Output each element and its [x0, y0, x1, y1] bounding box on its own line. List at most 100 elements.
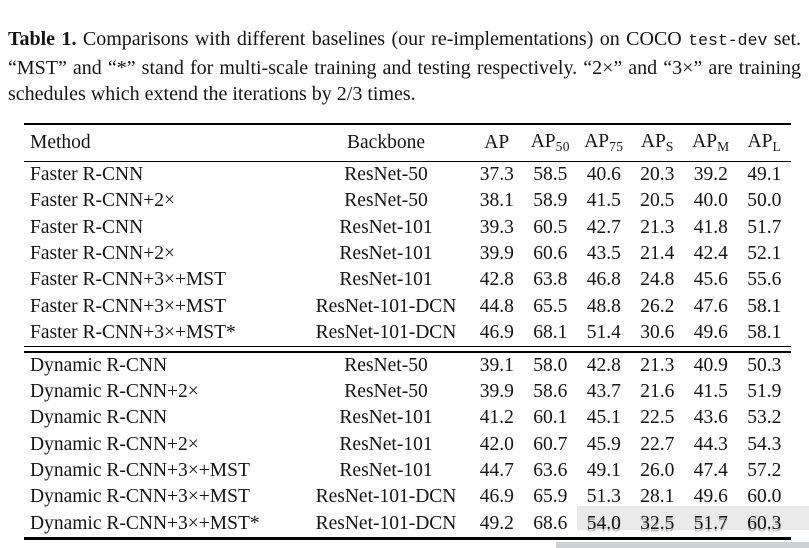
backbone-cell: ResNet-101-DCN — [315, 512, 457, 534]
metric-cell: 32.5 — [640, 512, 675, 534]
column-header-ap75: AP75 — [584, 131, 624, 154]
metric-cell: 53.2 — [747, 407, 782, 429]
metric-cell: 41.5 — [693, 381, 728, 403]
table-header-row: Method Backbone AP AP50 AP75 APS APM APL — [24, 125, 791, 161]
metric-cell: 60.6 — [533, 243, 568, 265]
backbone-cell: ResNet-50 — [344, 381, 428, 403]
metric-cell: 21.4 — [640, 243, 675, 265]
metric-cell: 49.1 — [586, 459, 621, 481]
backbone-cell: ResNet-101 — [339, 269, 433, 291]
metric-cell: 24.8 — [640, 269, 675, 291]
metric-cell: 43.6 — [693, 407, 728, 429]
metric-cell: 60.5 — [533, 216, 568, 238]
caption-testdev-code: test-dev — [688, 31, 768, 50]
metric-cell: 21.6 — [640, 381, 675, 403]
table-row: Faster R-CNN+2× ResNet-50 38.1 58.9 41.5 20.5… — [24, 188, 791, 214]
metric-cell: 45.9 — [586, 433, 621, 455]
table-caption: Table 1. Comparisons with different base… — [8, 26, 801, 108]
metric-cell: 45.6 — [693, 269, 728, 291]
method-cell: Faster R-CNN+2× — [30, 243, 175, 265]
method-cell: Faster R-CNN+3×+MST* — [30, 321, 236, 343]
table-header-rule — [24, 161, 791, 162]
metric-cell: 58.1 — [747, 295, 782, 317]
column-header-backbone: Backbone — [347, 132, 425, 153]
table-row: Dynamic R-CNN+3×+MST ResNet-101-DCN 46.9 65… — [24, 484, 791, 510]
metric-cell: 60.3 — [747, 512, 782, 534]
metric-cell: 54.0 — [586, 512, 621, 534]
metric-cell: 22.5 — [640, 407, 675, 429]
metric-cell: 60.1 — [533, 407, 568, 429]
method-cell: Dynamic R-CNN+3×+MST — [30, 486, 250, 508]
metric-cell: 38.1 — [479, 190, 514, 212]
table-row: Dynamic R-CNN ResNet-50 39.1 58.0 42.8 21.3 40… — [24, 353, 791, 379]
method-cell: Faster R-CNN+2× — [30, 190, 175, 212]
metric-cell: 58.9 — [533, 190, 568, 212]
metric-cell: 68.1 — [533, 321, 568, 343]
metric-cell: 68.6 — [533, 512, 568, 534]
column-header-ap50: AP50 — [530, 131, 570, 154]
metric-cell: 55.6 — [747, 269, 782, 291]
metric-cell: 51.4 — [586, 321, 621, 343]
caption-text-before: Comparisons with different baselines (ou… — [76, 28, 689, 50]
results-table: Method Backbone AP AP50 AP75 APS APM APL Faster… — [24, 123, 791, 540]
metric-cell: 44.3 — [693, 433, 728, 455]
metric-cell: 42.8 — [586, 354, 621, 376]
metric-cell: 47.4 — [693, 459, 728, 481]
method-cell: Faster R-CNN — [30, 216, 144, 238]
metric-cell: 58.1 — [747, 321, 782, 343]
metric-cell: 28.1 — [640, 486, 675, 508]
table-row: Dynamic R-CNN+2× ResNet-50 39.9 58.6 43.7 21.… — [24, 379, 791, 405]
method-cell: Faster R-CNN+3×+MST — [30, 295, 227, 317]
metric-cell: 39.2 — [693, 164, 728, 186]
metric-cell: 51.3 — [586, 486, 621, 508]
column-header-apm: APM — [692, 131, 730, 154]
metric-cell: 43.5 — [586, 243, 621, 265]
metric-cell: 63.8 — [533, 269, 568, 291]
metric-cell: 47.6 — [693, 295, 728, 317]
metric-cell: 40.6 — [586, 164, 621, 186]
metric-cell: 40.0 — [693, 190, 728, 212]
column-header-subscript: 50 — [555, 139, 570, 154]
table-row: Dynamic R-CNN ResNet-101 41.2 60.1 45.1 22.5 4… — [24, 405, 791, 431]
metric-cell: 44.8 — [479, 295, 514, 317]
backbone-cell: ResNet-101-DCN — [315, 295, 457, 317]
metric-cell: 54.3 — [747, 433, 782, 455]
metric-cell: 42.0 — [479, 433, 514, 455]
metric-cell: 21.3 — [640, 354, 675, 376]
metric-cell: 49.2 — [479, 512, 514, 534]
metric-cell: 57.2 — [747, 459, 782, 481]
metric-cell: 49.1 — [747, 164, 782, 186]
table-group-faster-rcnn: Faster R-CNN ResNet-50 37.3 58.5 40.6 20.3 39.… — [24, 162, 791, 346]
table-bottom-rule — [24, 536, 791, 540]
metric-cell: 58.0 — [533, 354, 568, 376]
table-row: Faster R-CNN+3×+MST ResNet-101-DCN 44.8 65.… — [24, 293, 791, 319]
backbone-cell: ResNet-101 — [339, 459, 433, 481]
metric-cell: 21.3 — [640, 216, 675, 238]
metric-cell: 40.9 — [693, 354, 728, 376]
metric-cell: 42.7 — [586, 216, 621, 238]
metric-cell: 20.5 — [640, 190, 675, 212]
method-cell: Dynamic R-CNN+3×+MST* — [30, 512, 260, 534]
table-row: Faster R-CNN+3×+MST ResNet-101 42.8 63.8 46.… — [24, 267, 791, 293]
method-cell: Dynamic R-CNN+2× — [30, 381, 199, 403]
metric-cell: 20.3 — [640, 164, 675, 186]
caption-text-after: set. “MST” and “*” stand for multi-scale… — [8, 28, 802, 105]
column-header-subscript: 75 — [609, 139, 624, 154]
backbone-cell: ResNet-50 — [344, 164, 428, 186]
method-cell: Dynamic R-CNN+2× — [30, 433, 199, 455]
backbone-cell: ResNet-101 — [339, 216, 433, 238]
column-header-subscript: L — [772, 139, 781, 154]
method-cell: Dynamic R-CNN — [30, 407, 168, 429]
metric-cell: 44.7 — [479, 459, 514, 481]
table-row: Faster R-CNN+2× ResNet-101 39.9 60.6 43.5 21.… — [24, 241, 791, 267]
metric-cell: 58.5 — [533, 164, 568, 186]
table-group-separator-rule — [24, 346, 791, 353]
table-row: Dynamic R-CNN+3×+MST* ResNet-101-DCN 49.2 6… — [24, 510, 791, 536]
metric-cell: 46.9 — [479, 321, 514, 343]
column-header-ap: AP — [484, 132, 510, 153]
column-header-aps: APS — [640, 131, 674, 154]
metric-cell: 52.1 — [747, 243, 782, 265]
metric-cell: 41.5 — [586, 190, 621, 212]
table-row: Faster R-CNN ResNet-50 37.3 58.5 40.6 20.3 39.… — [24, 162, 791, 188]
